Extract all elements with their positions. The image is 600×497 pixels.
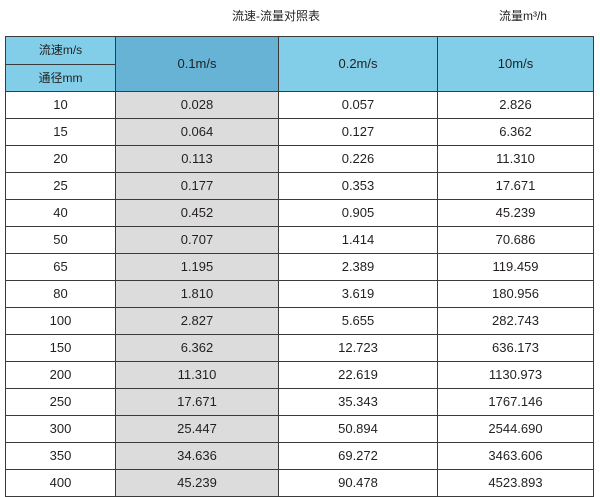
corner-header-cell: 流速m/s 通径mm bbox=[5, 36, 116, 92]
cell-flow-0-1: 2.827 bbox=[115, 307, 279, 335]
cell-flow-10: 282.743 bbox=[437, 307, 594, 335]
table-row: 250 17.671 35.343 1767.146 bbox=[5, 388, 594, 416]
cell-flow-10: 70.686 bbox=[437, 226, 594, 254]
cell-flow-0-1: 45.239 bbox=[115, 469, 279, 497]
column-header-velocity-10: 10m/s bbox=[437, 36, 594, 92]
cell-flow-10: 2.826 bbox=[437, 91, 594, 119]
cell-flow-0-2: 50.894 bbox=[278, 415, 438, 443]
cell-flow-0-2: 35.343 bbox=[278, 388, 438, 416]
cell-flow-10: 636.173 bbox=[437, 334, 594, 362]
cell-flow-0-1: 1.195 bbox=[115, 253, 279, 281]
caption-row: 流速-流量对照表 流量m³/h bbox=[0, 0, 600, 34]
corner-header-diameter-label: 通径mm bbox=[38, 70, 83, 85]
cell-flow-10: 119.459 bbox=[437, 253, 594, 281]
cell-flow-0-1: 6.362 bbox=[115, 334, 279, 362]
cell-flow-0-1: 1.810 bbox=[115, 280, 279, 308]
cell-diameter: 200 bbox=[5, 361, 116, 389]
table-row: 15 0.064 0.127 6.362 bbox=[5, 118, 594, 146]
cell-flow-0-2: 69.272 bbox=[278, 442, 438, 470]
cell-diameter: 40 bbox=[5, 199, 116, 227]
cell-diameter: 65 bbox=[5, 253, 116, 281]
cell-flow-10: 2544.690 bbox=[437, 415, 594, 443]
cell-diameter: 250 bbox=[5, 388, 116, 416]
cell-diameter: 15 bbox=[5, 118, 116, 146]
cell-flow-0-2: 2.389 bbox=[278, 253, 438, 281]
table-row: 350 34.636 69.272 3463.606 bbox=[5, 442, 594, 470]
cell-diameter: 20 bbox=[5, 145, 116, 173]
table-row: 150 6.362 12.723 636.173 bbox=[5, 334, 594, 362]
cell-flow-0-1: 17.671 bbox=[115, 388, 279, 416]
cell-flow-10: 1130.973 bbox=[437, 361, 594, 389]
cell-diameter: 350 bbox=[5, 442, 116, 470]
cell-flow-10: 4523.893 bbox=[437, 469, 594, 497]
cell-flow-0-1: 0.452 bbox=[115, 199, 279, 227]
flow-velocity-table-container: 流速m/s 通径mm 0.1m/s 0.2m/s 10m/s 10 0.028 … bbox=[5, 36, 594, 497]
column-header-velocity-0-1: 0.1m/s bbox=[115, 36, 279, 92]
cell-flow-0-1: 0.064 bbox=[115, 118, 279, 146]
cell-diameter: 100 bbox=[5, 307, 116, 335]
table-row: 65 1.195 2.389 119.459 bbox=[5, 253, 594, 281]
cell-diameter: 400 bbox=[5, 469, 116, 497]
flow-unit-label: 流量m³/h bbox=[498, 9, 547, 23]
cell-flow-10: 11.310 bbox=[437, 145, 594, 173]
cell-flow-0-2: 22.619 bbox=[278, 361, 438, 389]
cell-flow-0-1: 25.447 bbox=[115, 415, 279, 443]
cell-flow-10: 1767.146 bbox=[437, 388, 594, 416]
table-row: 200 11.310 22.619 1130.973 bbox=[5, 361, 594, 389]
cell-diameter: 80 bbox=[5, 280, 116, 308]
cell-flow-0-2: 3.619 bbox=[278, 280, 438, 308]
cell-flow-10: 45.239 bbox=[437, 199, 594, 227]
table-row: 20 0.113 0.226 11.310 bbox=[5, 145, 594, 173]
cell-flow-0-2: 90.478 bbox=[278, 469, 438, 497]
cell-flow-10: 180.956 bbox=[437, 280, 594, 308]
table-header-row: 流速m/s 通径mm 0.1m/s 0.2m/s 10m/s bbox=[5, 36, 594, 92]
cell-flow-0-2: 0.905 bbox=[278, 199, 438, 227]
cell-flow-0-2: 12.723 bbox=[278, 334, 438, 362]
cell-flow-0-2: 0.127 bbox=[278, 118, 438, 146]
cell-flow-10: 3463.606 bbox=[437, 442, 594, 470]
cell-flow-0-2: 1.414 bbox=[278, 226, 438, 254]
table-row: 10 0.028 0.057 2.826 bbox=[5, 91, 594, 119]
column-header-velocity-0-2: 0.2m/s bbox=[278, 36, 438, 92]
cell-diameter: 50 bbox=[5, 226, 116, 254]
table-row: 25 0.177 0.353 17.671 bbox=[5, 172, 594, 200]
table-row: 50 0.707 1.414 70.686 bbox=[5, 226, 594, 254]
chart-title: 流速-流量对照表 bbox=[232, 9, 320, 23]
cell-flow-0-1: 0.177 bbox=[115, 172, 279, 200]
cell-diameter: 10 bbox=[5, 91, 116, 119]
cell-flow-0-2: 0.057 bbox=[278, 91, 438, 119]
cell-flow-0-2: 0.226 bbox=[278, 145, 438, 173]
cell-diameter: 150 bbox=[5, 334, 116, 362]
cell-flow-0-1: 0.707 bbox=[115, 226, 279, 254]
table-row: 40 0.452 0.905 45.239 bbox=[5, 199, 594, 227]
cell-flow-0-1: 11.310 bbox=[115, 361, 279, 389]
table-row: 300 25.447 50.894 2544.690 bbox=[5, 415, 594, 443]
cell-flow-0-1: 34.636 bbox=[115, 442, 279, 470]
cell-flow-0-2: 0.353 bbox=[278, 172, 438, 200]
cell-diameter: 300 bbox=[5, 415, 116, 443]
cell-flow-10: 17.671 bbox=[437, 172, 594, 200]
cell-diameter: 25 bbox=[5, 172, 116, 200]
cell-flow-0-1: 0.028 bbox=[115, 91, 279, 119]
table-row: 400 45.239 90.478 4523.893 bbox=[5, 469, 594, 497]
corner-header-velocity-label: 流速m/s bbox=[6, 37, 115, 65]
flow-velocity-table: 流速m/s 通径mm 0.1m/s 0.2m/s 10m/s 10 0.028 … bbox=[5, 36, 594, 497]
table-row: 100 2.827 5.655 282.743 bbox=[5, 307, 594, 335]
cell-flow-10: 6.362 bbox=[437, 118, 594, 146]
table-body: 流速m/s 通径mm 0.1m/s 0.2m/s 10m/s 10 0.028 … bbox=[5, 36, 594, 497]
cell-flow-0-2: 5.655 bbox=[278, 307, 438, 335]
table-row: 80 1.810 3.619 180.956 bbox=[5, 280, 594, 308]
cell-flow-0-1: 0.113 bbox=[115, 145, 279, 173]
